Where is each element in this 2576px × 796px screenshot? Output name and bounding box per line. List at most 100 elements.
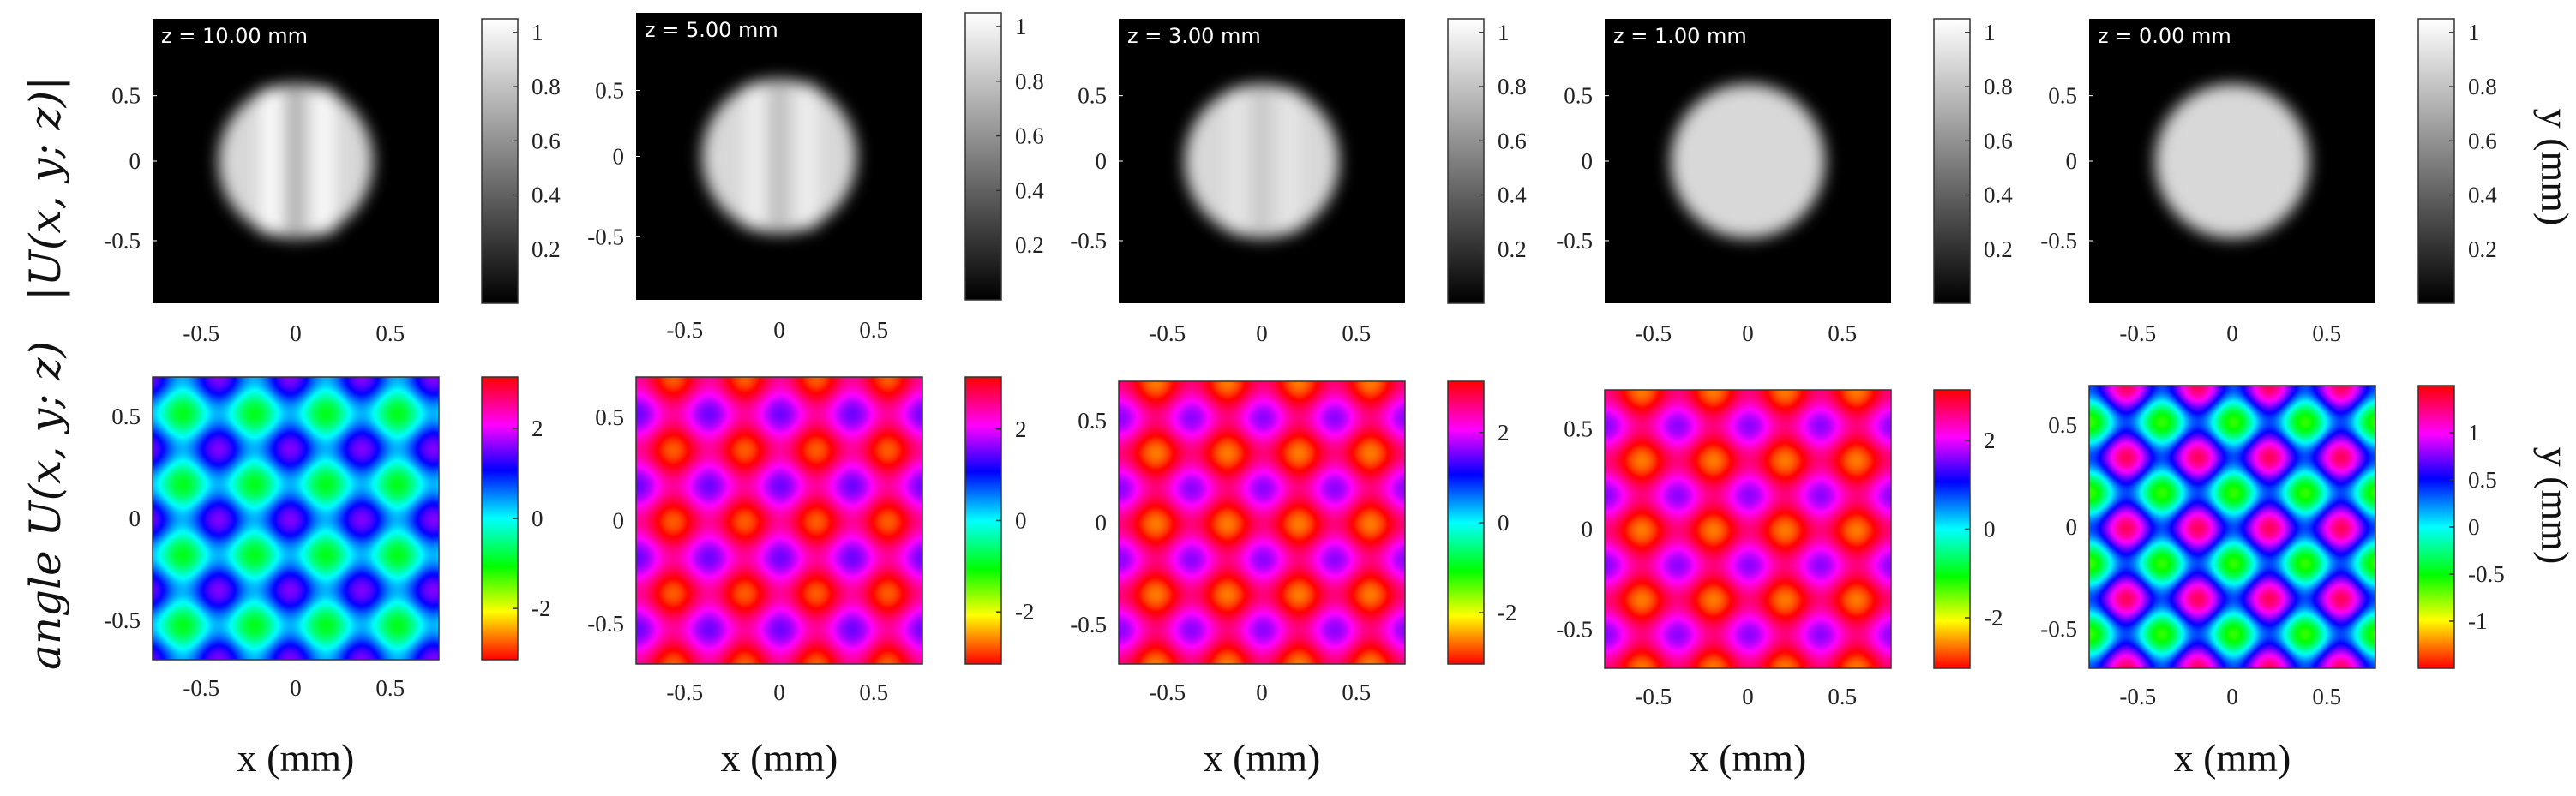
x-tick-label: 0.5 xyxy=(375,320,405,346)
amplitude-beam xyxy=(701,79,857,234)
y-tick-label: 0.5 xyxy=(2048,412,2077,438)
phase-colorbar xyxy=(481,376,519,661)
x-tick-label: 0 xyxy=(773,679,785,705)
y-tick-label: 0.5 xyxy=(595,77,624,103)
y-tick-label: 0 xyxy=(2066,148,2078,174)
phase-frame xyxy=(152,376,440,661)
x-tick-label: 0.5 xyxy=(859,317,888,343)
y-tick-label: 0 xyxy=(1582,148,1594,174)
y-tick-label: 0.5 xyxy=(111,404,141,429)
y-tick-label: -0.5 xyxy=(587,611,624,637)
x-tick-label: -0.5 xyxy=(666,679,703,705)
colorbar-tick-label: 0.6 xyxy=(1498,128,1527,153)
x-tick-label: -0.5 xyxy=(1635,320,1672,346)
beam-streak xyxy=(772,83,784,230)
colorbar-tick-label: -2 xyxy=(1984,605,2003,631)
colorbar-tick-label: 0 xyxy=(2468,514,2480,540)
z-label: z = 10.00 mm xyxy=(161,24,308,48)
phase-colorbar xyxy=(964,376,1002,665)
y-tick-label: -0.5 xyxy=(2040,616,2077,642)
x-tick-label: 0.5 xyxy=(2312,684,2341,709)
x-axis-label: x (mm) xyxy=(1690,736,1807,780)
phase-map xyxy=(1605,390,1891,668)
y-tick-label: 0.5 xyxy=(111,83,141,109)
z-label: z = 3.00 mm xyxy=(1127,24,1261,48)
x-axis-label: x (mm) xyxy=(1204,736,1321,780)
y-tick-label: 0 xyxy=(613,508,625,534)
colorbar-tick-label: 1 xyxy=(1498,20,1510,45)
y-tick-label: 0.5 xyxy=(2048,83,2077,109)
x-tick-label: 0.5 xyxy=(1828,684,1857,709)
x-tick-label: 0.5 xyxy=(1828,320,1857,346)
amplitude-colorbar xyxy=(481,18,519,304)
colorbar-tick-label: 1 xyxy=(531,20,543,45)
y-tick-label: 0 xyxy=(1582,517,1594,542)
x-tick-label: -0.5 xyxy=(1149,679,1186,705)
amplitude-beam xyxy=(2154,83,2310,239)
colorbar-tick-label: 0 xyxy=(531,506,543,531)
phase-map xyxy=(1119,381,1405,664)
y-tick-label: -0.5 xyxy=(1556,228,1593,254)
colorbar-tick-label: 0.8 xyxy=(531,74,561,99)
colorbar-tick-label: 1 xyxy=(1015,14,1027,39)
beam-streak xyxy=(315,88,333,234)
colorbar-tick-label: 0.4 xyxy=(1984,183,2013,208)
x-tick-label: -0.5 xyxy=(1635,684,1672,709)
y-tick-label: -0.5 xyxy=(104,607,141,633)
x-tick-label: 0 xyxy=(1256,320,1268,346)
amplitude-beam xyxy=(1184,83,1340,239)
colorbar-tick-label: 0.2 xyxy=(1984,236,2013,262)
x-tick-label: 0 xyxy=(290,675,302,701)
phase-colorbar xyxy=(1933,389,1971,669)
x-axis-label: x (mm) xyxy=(237,736,355,780)
amplitude-colorbar xyxy=(2417,18,2455,304)
x-tick-label: -0.5 xyxy=(666,317,703,343)
z-label: z = 1.00 mm xyxy=(1613,24,1747,48)
y-axis-label-top: y (mm) xyxy=(2533,109,2576,226)
y-tick-label: -0.5 xyxy=(1070,228,1107,254)
beam-streak xyxy=(1228,88,1246,234)
beam-disk xyxy=(1670,83,1826,239)
amplitude-colorbar xyxy=(1447,18,1485,304)
phase-frame xyxy=(2088,385,2376,669)
y-tick-label: 0 xyxy=(1096,510,1108,536)
colorbar-tick-label: 0.5 xyxy=(2468,467,2497,493)
colorbar-tick-label: 2 xyxy=(531,416,543,441)
y-tick-label: 0 xyxy=(613,144,625,170)
x-tick-label: -0.5 xyxy=(1149,320,1186,346)
y-tick-label: -0.5 xyxy=(2040,228,2077,254)
beam-streak xyxy=(1255,88,1267,234)
x-tick-label: -0.5 xyxy=(183,320,219,346)
colorbar-tick-label: -1 xyxy=(2468,608,2488,634)
y-tick-label: -0.5 xyxy=(104,228,141,254)
colorbar-tick-label: 0 xyxy=(1015,508,1027,534)
y-tick-label: 0 xyxy=(129,506,141,531)
colorbar-tick-label: 2 xyxy=(1015,416,1027,442)
phase-colorbar xyxy=(2417,385,2455,669)
beam-streak xyxy=(1281,88,1300,234)
colorbar-tick-label: -2 xyxy=(531,596,551,621)
colorbar-tick-label: -2 xyxy=(1015,599,1035,625)
phase-map xyxy=(153,377,439,660)
colorbar-tick-label: 0.8 xyxy=(1015,69,1044,94)
colorbar-tick-label: 0.6 xyxy=(1984,128,2013,153)
beam-disk xyxy=(2154,83,2310,239)
panel-4: z = 0.00 mm 0.5 0 -0.5 -0.5 0 0.5 1 0.8 0.6 0.4 0.2… xyxy=(2040,18,2505,780)
colorbar-tick-label: 0.2 xyxy=(531,236,561,262)
z-label: z = 5.00 mm xyxy=(645,18,778,42)
amplitude-colorbar xyxy=(964,12,1002,301)
x-axis-label: x (mm) xyxy=(721,736,838,780)
phase-frame xyxy=(1118,380,1406,665)
y-tick-label: -0.5 xyxy=(587,224,624,249)
colorbar-tick-label: 0.4 xyxy=(1015,177,1044,203)
x-axis-label: x (mm) xyxy=(2174,736,2291,780)
colorbar-tick-label: -2 xyxy=(1498,600,1517,625)
x-tick-label: 0 xyxy=(290,320,302,346)
beam-streak xyxy=(289,88,301,234)
y-tick-label: 0.5 xyxy=(1078,83,1107,109)
phase-frame xyxy=(635,376,923,665)
x-tick-label: 0 xyxy=(2226,684,2238,709)
panel-0: z = 10.00 mm 0.5 0 -0.5 -0.5 0 0.5 1 0.8 0.6 0.4 0.… xyxy=(104,18,561,780)
colorbar-tick-label: 0.2 xyxy=(1015,232,1044,258)
colorbar-tick-label: 0 xyxy=(1498,510,1510,536)
